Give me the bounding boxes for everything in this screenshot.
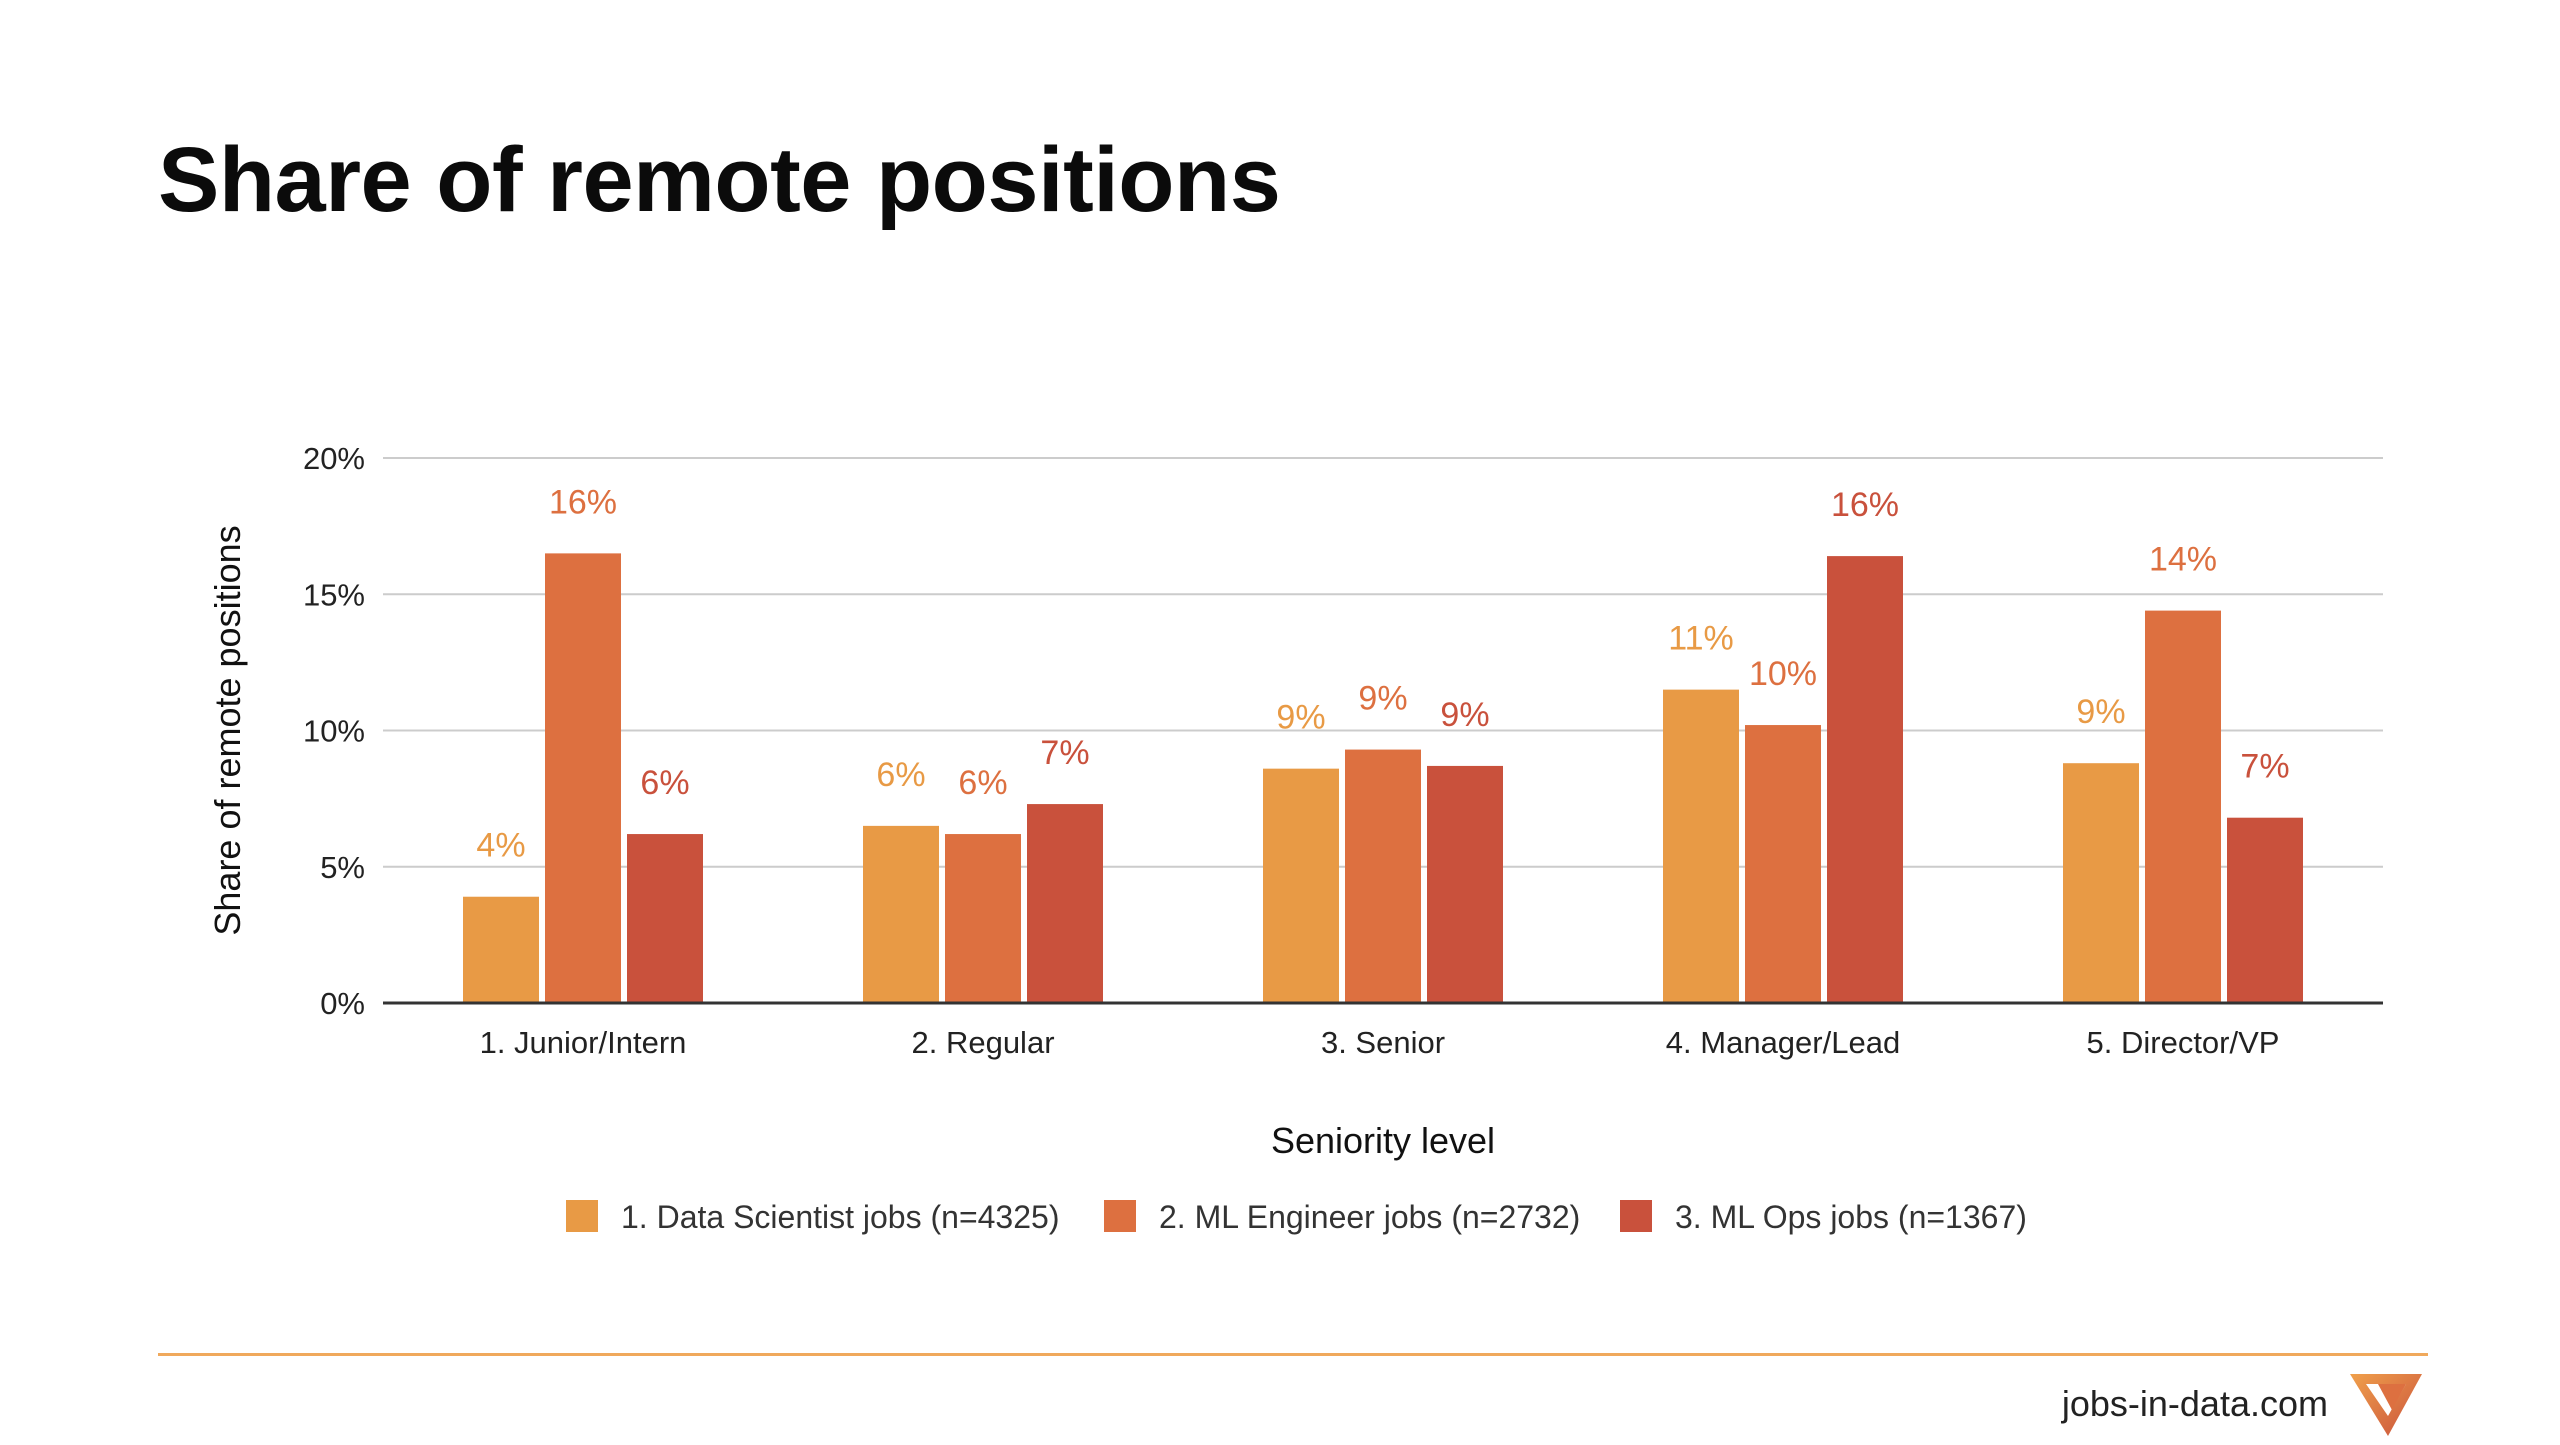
bar bbox=[2063, 763, 2139, 1003]
y-tick-label: 20% bbox=[303, 441, 365, 476]
x-tick-label: 2. Regular bbox=[911, 1025, 1054, 1060]
y-tick-label: 5% bbox=[320, 850, 365, 885]
legend-label: 3. ML Ops jobs (n=1367) bbox=[1675, 1199, 2027, 1235]
data-label: 16% bbox=[549, 483, 617, 521]
bar bbox=[627, 834, 703, 1003]
bar bbox=[1827, 556, 1903, 1003]
bar bbox=[1663, 689, 1739, 1003]
data-label: 9% bbox=[2076, 693, 2125, 731]
data-label: 11% bbox=[1668, 620, 1734, 658]
bar bbox=[1745, 725, 1821, 1003]
y-tick-label: 0% bbox=[320, 986, 365, 1021]
data-label: 9% bbox=[1358, 680, 1407, 718]
bar bbox=[545, 553, 621, 1003]
bar bbox=[2227, 817, 2303, 1003]
x-tick-label: 1. Junior/Intern bbox=[480, 1025, 687, 1060]
bar bbox=[863, 825, 939, 1003]
x-axis-title: Seniority level bbox=[1271, 1120, 1495, 1161]
data-label: 14% bbox=[2149, 541, 2217, 579]
data-label: 9% bbox=[1276, 699, 1325, 737]
data-label: 7% bbox=[1040, 734, 1089, 772]
data-label: 6% bbox=[876, 756, 925, 794]
data-label: 7% bbox=[2240, 748, 2289, 786]
data-label: 10% bbox=[1749, 655, 1817, 693]
y-tick-label: 10% bbox=[303, 714, 365, 749]
y-axis-title: Share of remote positions bbox=[207, 525, 248, 935]
bar bbox=[945, 834, 1021, 1003]
legend-swatch bbox=[566, 1200, 598, 1232]
legend-swatch bbox=[1104, 1200, 1136, 1232]
legend-label: 2. ML Engineer jobs (n=2732) bbox=[1159, 1199, 1580, 1235]
data-label: 4% bbox=[476, 827, 525, 865]
bar bbox=[1027, 804, 1103, 1003]
footer-divider bbox=[158, 1353, 2428, 1356]
site-name: jobs-in-data.com bbox=[2061, 1383, 2328, 1424]
bar bbox=[1427, 765, 1503, 1003]
x-tick-label: 5. Director/VP bbox=[2087, 1025, 2280, 1060]
chart-title: Share of remote positions bbox=[158, 129, 1281, 231]
data-label: 6% bbox=[640, 764, 689, 802]
legend-label: 1. Data Scientist jobs (n=4325) bbox=[621, 1199, 1059, 1235]
bar bbox=[463, 896, 539, 1003]
bar bbox=[1345, 749, 1421, 1003]
legend-swatch bbox=[1620, 1200, 1652, 1232]
bar bbox=[2145, 610, 2221, 1003]
data-label: 16% bbox=[1831, 486, 1899, 524]
x-tick-label: 3. Senior bbox=[1321, 1025, 1445, 1060]
data-label: 9% bbox=[1440, 696, 1489, 734]
bar bbox=[1263, 768, 1339, 1003]
data-label: 6% bbox=[958, 764, 1007, 802]
jobs-in-data-logo-icon bbox=[2348, 1370, 2424, 1445]
y-tick-label: 15% bbox=[303, 577, 365, 612]
x-tick-label: 4. Manager/Lead bbox=[1666, 1025, 1900, 1060]
bar-chart: 0% 5% 10% 15% 20% 4% 16% 6% 1. Junior/Intern 6% 6%… bbox=[207, 441, 2383, 1235]
